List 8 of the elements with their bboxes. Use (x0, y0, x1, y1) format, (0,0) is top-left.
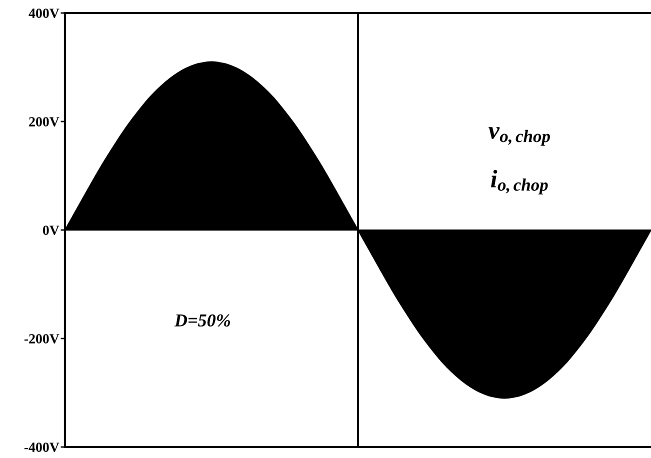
y-tick-label: -400V (24, 442, 60, 452)
annotation: v$_{o,chop}$ (488, 127, 550, 146)
annotation: i$_{o,chop}$ (490, 170, 548, 194)
y-tick-label: -200V (24, 334, 60, 344)
y-tick-label: 400V (28, 8, 60, 18)
y-tick-label: 0V (42, 226, 60, 236)
y-tick-label: 200V (29, 117, 60, 127)
annotation: D=50% (174, 314, 230, 327)
